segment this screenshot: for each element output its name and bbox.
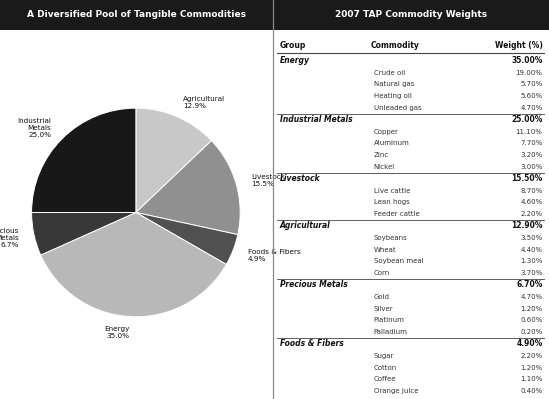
Text: Cotton: Cotton	[374, 365, 397, 371]
Text: Copper: Copper	[374, 128, 399, 134]
Text: Nickel: Nickel	[374, 164, 395, 170]
Text: Commodity: Commodity	[371, 41, 420, 50]
Text: 35.00%: 35.00%	[511, 56, 542, 65]
Text: 1.20%: 1.20%	[520, 365, 542, 371]
Text: Natural gas: Natural gas	[374, 81, 414, 87]
Text: Orange juice: Orange juice	[374, 388, 418, 394]
Text: 11.10%: 11.10%	[516, 128, 542, 134]
Text: Group: Group	[280, 41, 306, 50]
Text: Aluminum: Aluminum	[374, 140, 410, 146]
Text: 4.70%: 4.70%	[520, 294, 542, 300]
Text: 5.60%: 5.60%	[520, 93, 542, 99]
Text: Soybeans: Soybeans	[374, 235, 407, 241]
Text: 1.10%: 1.10%	[520, 376, 542, 382]
Wedge shape	[136, 108, 211, 212]
Text: 3.50%: 3.50%	[520, 235, 542, 241]
Text: 4.70%: 4.70%	[520, 105, 542, 111]
Text: Agricultural
12.9%: Agricultural 12.9%	[183, 96, 225, 109]
Text: Industrial
Metals
25.0%: Industrial Metals 25.0%	[17, 118, 51, 138]
Text: 3.70%: 3.70%	[520, 270, 542, 276]
Text: Feeder cattle: Feeder cattle	[374, 211, 419, 217]
Text: 0.20%: 0.20%	[520, 329, 542, 335]
Text: Gold: Gold	[374, 294, 390, 300]
Text: 5.70%: 5.70%	[520, 81, 542, 87]
Text: 4.60%: 4.60%	[520, 200, 542, 205]
Text: Foods & Fibers
4.9%: Foods & Fibers 4.9%	[248, 249, 300, 262]
Text: 12.90%: 12.90%	[511, 221, 542, 231]
Text: Agricultural: Agricultural	[280, 221, 330, 231]
Text: 19.00%: 19.00%	[516, 69, 542, 76]
Text: Precious Metals: Precious Metals	[280, 280, 348, 289]
Text: 6.70%: 6.70%	[516, 280, 542, 289]
Text: 0.60%: 0.60%	[520, 317, 542, 323]
Text: Energy
35.0%: Energy 35.0%	[104, 326, 130, 339]
Text: Livestock
15.5%: Livestock 15.5%	[251, 174, 285, 187]
Text: 2.20%: 2.20%	[520, 353, 542, 359]
Text: 3.00%: 3.00%	[520, 164, 542, 170]
Text: Crude oil: Crude oil	[374, 69, 405, 76]
Text: 15.50%: 15.50%	[511, 174, 542, 183]
Text: Livestock: Livestock	[280, 174, 321, 183]
Text: 25.00%: 25.00%	[511, 115, 542, 124]
Wedge shape	[31, 108, 136, 212]
Text: 1.20%: 1.20%	[520, 306, 542, 312]
Text: Foods & Fibers: Foods & Fibers	[280, 340, 344, 348]
Text: Palladium: Palladium	[374, 329, 407, 335]
Text: 2.20%: 2.20%	[520, 211, 542, 217]
Text: Wheat: Wheat	[374, 247, 396, 253]
Text: Zinc: Zinc	[374, 152, 389, 158]
Text: Sugar: Sugar	[374, 353, 394, 359]
Text: 1.30%: 1.30%	[520, 258, 542, 265]
Bar	[273, 0, 549, 30]
Wedge shape	[136, 140, 240, 235]
Text: 2007 TAP Commodity Weights: 2007 TAP Commodity Weights	[335, 10, 487, 20]
Text: Heating oil: Heating oil	[374, 93, 412, 99]
Text: Lean hogs: Lean hogs	[374, 200, 410, 205]
Bar	[0, 0, 273, 30]
Wedge shape	[31, 212, 136, 255]
Text: Silver: Silver	[374, 306, 393, 312]
Text: 3.20%: 3.20%	[520, 152, 542, 158]
Text: 0.40%: 0.40%	[520, 388, 542, 394]
Text: Soybean meal: Soybean meal	[374, 258, 423, 265]
Text: 7.70%: 7.70%	[520, 140, 542, 146]
Text: 4.90%: 4.90%	[516, 340, 542, 348]
Text: Live cattle: Live cattle	[374, 188, 410, 194]
Text: Industrial Metals: Industrial Metals	[280, 115, 352, 124]
Text: Precious
Metals
6.7%: Precious Metals 6.7%	[0, 227, 19, 247]
Text: A Diversified Pool of Tangible Commodities: A Diversified Pool of Tangible Commoditi…	[27, 10, 246, 20]
Text: Weight (%): Weight (%)	[495, 41, 542, 50]
Text: Unleaded gas: Unleaded gas	[374, 105, 421, 111]
Text: Energy: Energy	[280, 56, 310, 65]
Text: Corn: Corn	[374, 270, 390, 276]
Text: Coffee: Coffee	[374, 376, 396, 382]
Text: 8.70%: 8.70%	[520, 188, 542, 194]
Text: 4.40%: 4.40%	[520, 247, 542, 253]
Wedge shape	[136, 212, 238, 265]
Text: Platinum: Platinum	[374, 317, 405, 323]
Wedge shape	[41, 212, 226, 317]
